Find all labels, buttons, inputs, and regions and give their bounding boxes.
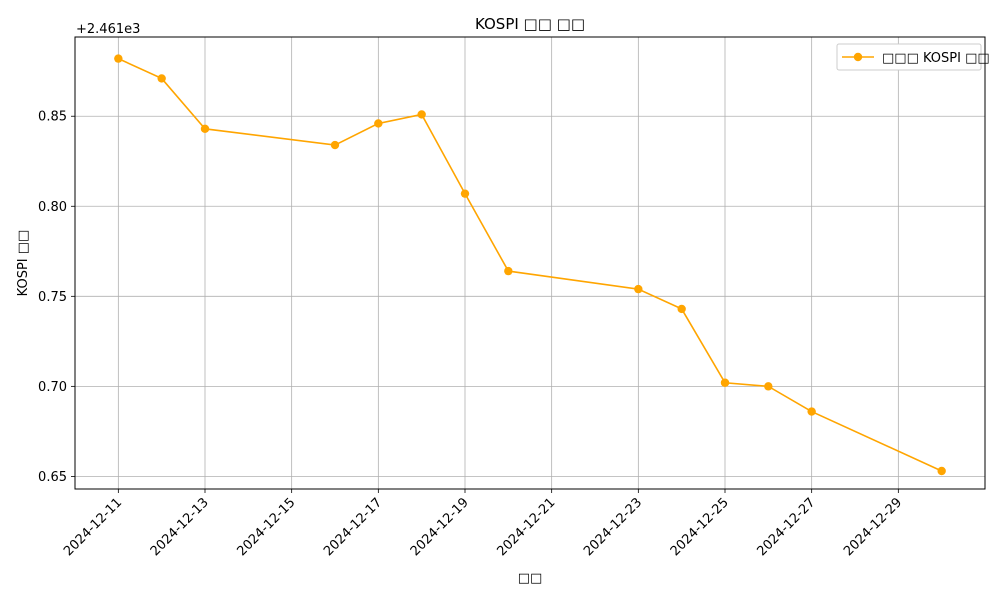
x-tick-label: 2024-12-15 [234, 495, 298, 559]
data-point [460, 189, 470, 198]
data-point [807, 407, 816, 416]
y-axis-label: KOSPI □□ [16, 230, 31, 297]
x-tick-label: 2024-12-21 [494, 495, 558, 559]
y-tick-label: 0.75 [38, 290, 67, 305]
y-tick-label: 0.65 [38, 470, 67, 485]
axes: 2024-12-11 2024-12-13 2024-12-15 2024-12-17… [38, 36, 986, 559]
y-tick-label: 0.85 [38, 110, 67, 125]
data-point [330, 140, 340, 150]
data-point [417, 110, 426, 119]
series-line [117, 57, 943, 472]
data-point [374, 119, 383, 128]
x-tick-label: 2024-12-27 [754, 495, 818, 559]
data-point [200, 124, 210, 134]
x-tick-label: 2024-12-11 [61, 495, 125, 559]
x-tick-label: 2024-12-13 [148, 495, 212, 559]
plot-frame [74, 36, 986, 490]
data-point [764, 382, 773, 391]
y-tick-label: 0.70 [38, 380, 67, 395]
legend-marker-swatch [853, 52, 863, 62]
data-point [114, 54, 123, 63]
data-point [634, 284, 643, 294]
y-tick-label: 0.80 [38, 200, 67, 215]
data-point [504, 266, 513, 276]
legend: □□□ KOSPI □□ [836, 43, 990, 71]
legend-frame [836, 43, 982, 71]
data-point [720, 378, 730, 387]
x-tick-label: 2024-12-23 [581, 495, 645, 559]
chart-title: KOSPI □□ □□ [475, 15, 585, 33]
x-axis-label: □□ [518, 571, 543, 586]
x-tick-label: 2024-12-29 [841, 495, 905, 559]
data-point [677, 304, 686, 314]
data-point [157, 74, 166, 83]
legend-entry-label: □□□ KOSPI □□ [882, 51, 990, 66]
series-layer [114, 54, 946, 476]
y-axis-offset-text: +2.461e3 [76, 22, 140, 37]
x-tick-label: 2024-12-17 [321, 495, 385, 559]
data-point [937, 466, 946, 476]
x-tick-label: 2024-12-19 [408, 495, 472, 559]
x-tick-label: 2024-12-25 [668, 495, 732, 559]
grid [75, 37, 985, 489]
